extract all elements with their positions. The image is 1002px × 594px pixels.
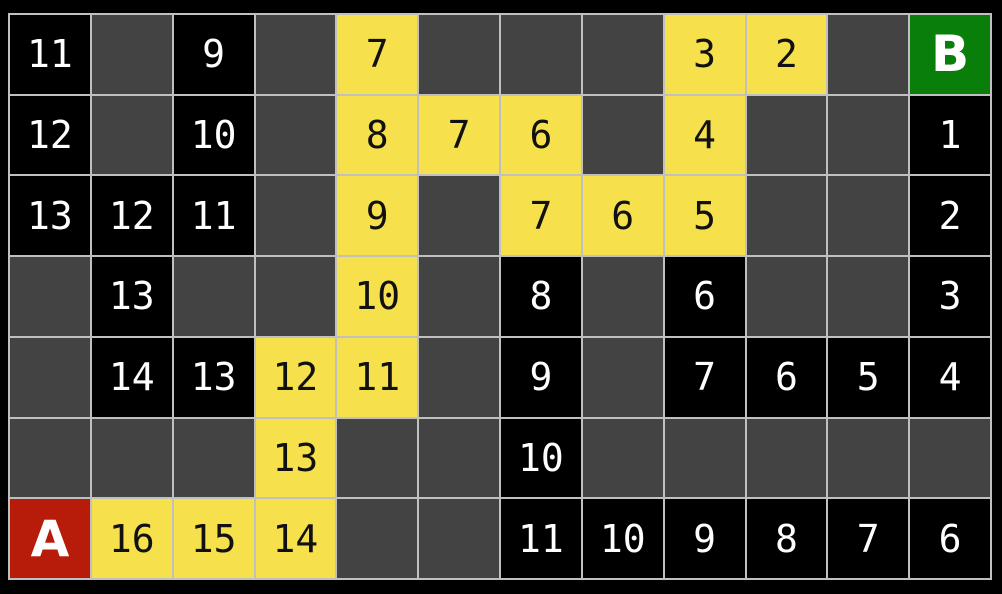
cell-r2-c5[interactable]: 8 — [337, 95, 418, 175]
cell-r3-c11[interactable] — [828, 176, 909, 256]
cell-r3-c3[interactable]: 11 — [173, 176, 254, 256]
cell-r7-c9[interactable]: 9 — [664, 499, 745, 578]
cell-r1-c2[interactable] — [91, 15, 172, 94]
cell-r7-c3[interactable]: 15 — [173, 499, 254, 578]
cell-r6-c10[interactable] — [746, 418, 827, 498]
cell-r4-c12[interactable]: 3 — [910, 257, 990, 336]
cell-r4-c4[interactable] — [255, 257, 336, 336]
cell-r3-c5[interactable]: 9 — [337, 176, 418, 256]
cell-r2-c3[interactable]: 10 — [173, 95, 254, 175]
cell-r5-c3[interactable]: 13 — [173, 337, 254, 417]
cell-r1-c1[interactable]: 11 — [10, 15, 90, 94]
cell-r1-c9[interactable]: 3 — [664, 15, 745, 94]
cell-r4-c6[interactable] — [419, 257, 499, 336]
cell-r4-c7[interactable]: 8 — [501, 257, 581, 336]
cell-r7-c7[interactable]: 11 — [501, 499, 581, 578]
cell-r7-c12[interactable]: 6 — [910, 499, 990, 578]
cell-r6-c6[interactable] — [419, 418, 499, 498]
cell-r6-c2[interactable] — [91, 418, 172, 498]
cell-r5-c8[interactable] — [582, 337, 663, 417]
cell-r2-c4[interactable] — [255, 95, 336, 175]
cell-r7-c6[interactable] — [419, 499, 499, 578]
cell-r7-c11[interactable]: 7 — [828, 499, 909, 578]
cell-r6-c3[interactable] — [173, 418, 254, 498]
cell-r2-c7[interactable]: 6 — [501, 95, 581, 175]
cell-r4-c1[interactable] — [10, 257, 90, 336]
cell-r4-c9[interactable]: 6 — [664, 257, 745, 336]
cell-r3-c6[interactable] — [419, 176, 499, 256]
cell-r4-c8[interactable] — [582, 257, 663, 336]
cell-r5-c9[interactable]: 7 — [664, 337, 745, 417]
cell-r3-c12[interactable]: 2 — [910, 176, 990, 256]
cell-r2-c10[interactable] — [746, 95, 827, 175]
cell-r1-c10[interactable]: 2 — [746, 15, 827, 94]
cell-r6-c4[interactable]: 13 — [255, 418, 336, 498]
cell-r7-c5[interactable] — [337, 499, 418, 578]
cell-r7-c8[interactable]: 10 — [582, 499, 663, 578]
cell-r3-c9[interactable]: 5 — [664, 176, 745, 256]
cell-r4-c2[interactable]: 13 — [91, 257, 172, 336]
cell-r3-c7[interactable]: 7 — [501, 176, 581, 256]
cell-r1-c4[interactable] — [255, 15, 336, 94]
cell-r3-c2[interactable]: 12 — [91, 176, 172, 256]
cell-r1-c8[interactable] — [582, 15, 663, 94]
cell-r7-c2[interactable]: 16 — [91, 499, 172, 578]
cell-r3-c8[interactable]: 6 — [582, 176, 663, 256]
cell-r5-c6[interactable] — [419, 337, 499, 417]
cell-r4-c3[interactable] — [173, 257, 254, 336]
cell-r4-c11[interactable] — [828, 257, 909, 336]
cell-r5-c5[interactable]: 11 — [337, 337, 418, 417]
goal-cell-B[interactable]: B — [910, 15, 990, 94]
cell-r6-c11[interactable] — [828, 418, 909, 498]
cell-r3-c4[interactable] — [255, 176, 336, 256]
cell-r5-c10[interactable]: 6 — [746, 337, 827, 417]
cell-r2-c12[interactable]: 1 — [910, 95, 990, 175]
start-cell-A[interactable]: A — [10, 499, 90, 578]
cell-r5-c2[interactable]: 14 — [91, 337, 172, 417]
cell-r3-c10[interactable] — [746, 176, 827, 256]
cell-r5-c12[interactable]: 4 — [910, 337, 990, 417]
cell-r6-c5[interactable] — [337, 418, 418, 498]
cell-r1-c3[interactable]: 9 — [173, 15, 254, 94]
cell-r2-c2[interactable] — [91, 95, 172, 175]
cell-r1-c5[interactable]: 7 — [337, 15, 418, 94]
cell-r2-c11[interactable] — [828, 95, 909, 175]
cell-r1-c11[interactable] — [828, 15, 909, 94]
cell-r2-c9[interactable]: 4 — [664, 95, 745, 175]
cell-r4-c10[interactable] — [746, 257, 827, 336]
cell-r6-c12[interactable] — [910, 418, 990, 498]
cell-r5-c11[interactable]: 5 — [828, 337, 909, 417]
cell-r6-c8[interactable] — [582, 418, 663, 498]
cell-r1-c6[interactable] — [419, 15, 499, 94]
cell-r2-c8[interactable] — [582, 95, 663, 175]
cell-r7-c10[interactable]: 8 — [746, 499, 827, 578]
cell-r3-c1[interactable]: 13 — [10, 176, 90, 256]
cell-r6-c1[interactable] — [10, 418, 90, 498]
cell-r2-c6[interactable]: 7 — [419, 95, 499, 175]
cell-r1-c7[interactable] — [501, 15, 581, 94]
cell-r5-c4[interactable]: 12 — [255, 337, 336, 417]
cell-r6-c7[interactable]: 10 — [501, 418, 581, 498]
cell-r5-c7[interactable]: 9 — [501, 337, 581, 417]
cell-r6-c9[interactable] — [664, 418, 745, 498]
cell-r2-c1[interactable]: 12 — [10, 95, 90, 175]
pathfinding-grid: 11 9 7 3 2 B 12 10 8 7 6 4 1 13 12 11 9 7 6 5 2 13 10 8 6 3 14 13 12… — [8, 13, 992, 580]
cell-r5-c1[interactable] — [10, 337, 90, 417]
cell-r4-c5[interactable]: 10 — [337, 257, 418, 336]
cell-r7-c4[interactable]: 14 — [255, 499, 336, 578]
